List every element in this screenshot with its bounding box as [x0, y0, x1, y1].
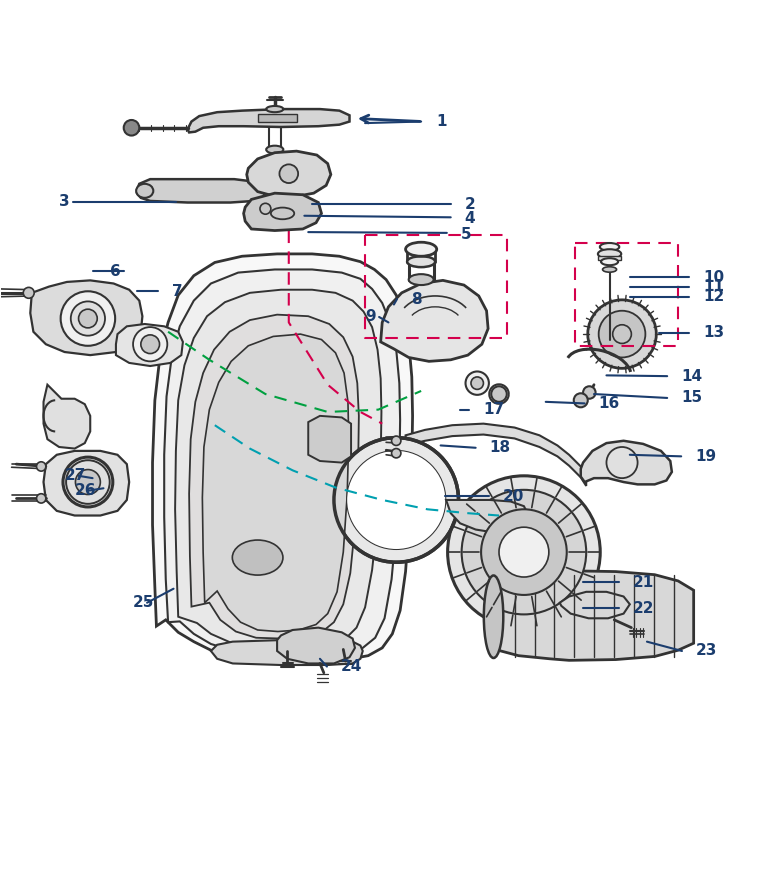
Polygon shape [211, 640, 363, 665]
Circle shape [574, 393, 588, 408]
Text: 5: 5 [461, 227, 471, 242]
Ellipse shape [603, 266, 616, 272]
Polygon shape [560, 592, 629, 619]
Text: 8: 8 [411, 291, 422, 307]
Circle shape [599, 311, 645, 358]
Ellipse shape [600, 243, 619, 251]
Polygon shape [381, 281, 488, 361]
Text: 16: 16 [599, 396, 620, 411]
Circle shape [612, 325, 631, 343]
Polygon shape [277, 628, 355, 663]
Text: 14: 14 [681, 368, 702, 384]
Circle shape [133, 327, 168, 361]
Polygon shape [446, 500, 529, 533]
Polygon shape [246, 151, 331, 197]
Text: 20: 20 [503, 488, 524, 503]
Polygon shape [137, 179, 265, 203]
Text: 21: 21 [633, 575, 654, 590]
Circle shape [588, 299, 656, 368]
Circle shape [124, 120, 140, 136]
Circle shape [448, 476, 601, 628]
Circle shape [37, 462, 46, 471]
Polygon shape [257, 114, 296, 122]
Polygon shape [116, 324, 183, 366]
Polygon shape [243, 193, 321, 231]
Circle shape [279, 164, 298, 183]
Text: 10: 10 [703, 270, 724, 285]
Text: 22: 22 [633, 601, 654, 616]
Text: 13: 13 [703, 325, 724, 340]
Text: 1: 1 [437, 114, 447, 129]
Circle shape [607, 447, 637, 478]
Circle shape [260, 203, 271, 215]
Polygon shape [308, 416, 351, 462]
Circle shape [347, 451, 445, 549]
Circle shape [491, 386, 507, 401]
Ellipse shape [598, 249, 621, 258]
Circle shape [141, 335, 160, 353]
Text: 7: 7 [172, 283, 183, 299]
Text: 23: 23 [696, 644, 718, 659]
Ellipse shape [136, 184, 154, 198]
Polygon shape [406, 424, 587, 486]
Ellipse shape [409, 274, 434, 285]
Circle shape [66, 460, 110, 504]
Polygon shape [189, 315, 359, 638]
Ellipse shape [232, 540, 283, 575]
Circle shape [481, 510, 567, 595]
Polygon shape [44, 384, 90, 449]
Polygon shape [598, 257, 621, 260]
Circle shape [583, 386, 596, 399]
Text: 19: 19 [695, 449, 716, 464]
Text: 25: 25 [133, 595, 154, 611]
Circle shape [37, 493, 46, 503]
Circle shape [392, 436, 401, 445]
Circle shape [499, 527, 549, 577]
Text: 15: 15 [681, 391, 702, 406]
Circle shape [471, 377, 484, 390]
Ellipse shape [271, 207, 294, 219]
Text: 9: 9 [365, 309, 376, 325]
Text: 3: 3 [59, 194, 69, 209]
Polygon shape [153, 254, 413, 662]
Text: 12: 12 [703, 290, 725, 304]
Ellipse shape [266, 146, 283, 154]
Circle shape [71, 301, 105, 335]
Circle shape [79, 309, 98, 328]
Text: 27: 27 [65, 468, 86, 484]
Circle shape [392, 449, 401, 458]
Polygon shape [175, 290, 381, 648]
Ellipse shape [406, 242, 437, 257]
Text: 26: 26 [75, 483, 96, 498]
Circle shape [462, 490, 587, 614]
Polygon shape [488, 570, 693, 661]
Text: 11: 11 [703, 279, 724, 294]
Circle shape [23, 287, 34, 299]
Ellipse shape [484, 576, 503, 658]
Polygon shape [44, 451, 129, 516]
Text: 24: 24 [341, 659, 363, 674]
Ellipse shape [601, 258, 618, 266]
Text: 18: 18 [490, 440, 511, 455]
Text: 2: 2 [465, 197, 476, 212]
Ellipse shape [266, 106, 283, 113]
Circle shape [466, 372, 489, 395]
Text: 17: 17 [484, 402, 505, 417]
Circle shape [61, 291, 115, 346]
Polygon shape [30, 281, 143, 355]
Text: 4: 4 [465, 211, 475, 226]
Polygon shape [187, 109, 349, 132]
Polygon shape [581, 441, 672, 485]
Circle shape [334, 438, 459, 562]
Polygon shape [165, 269, 400, 655]
Text: 6: 6 [110, 264, 120, 279]
Ellipse shape [407, 257, 435, 267]
Circle shape [76, 469, 101, 494]
Polygon shape [202, 334, 349, 631]
